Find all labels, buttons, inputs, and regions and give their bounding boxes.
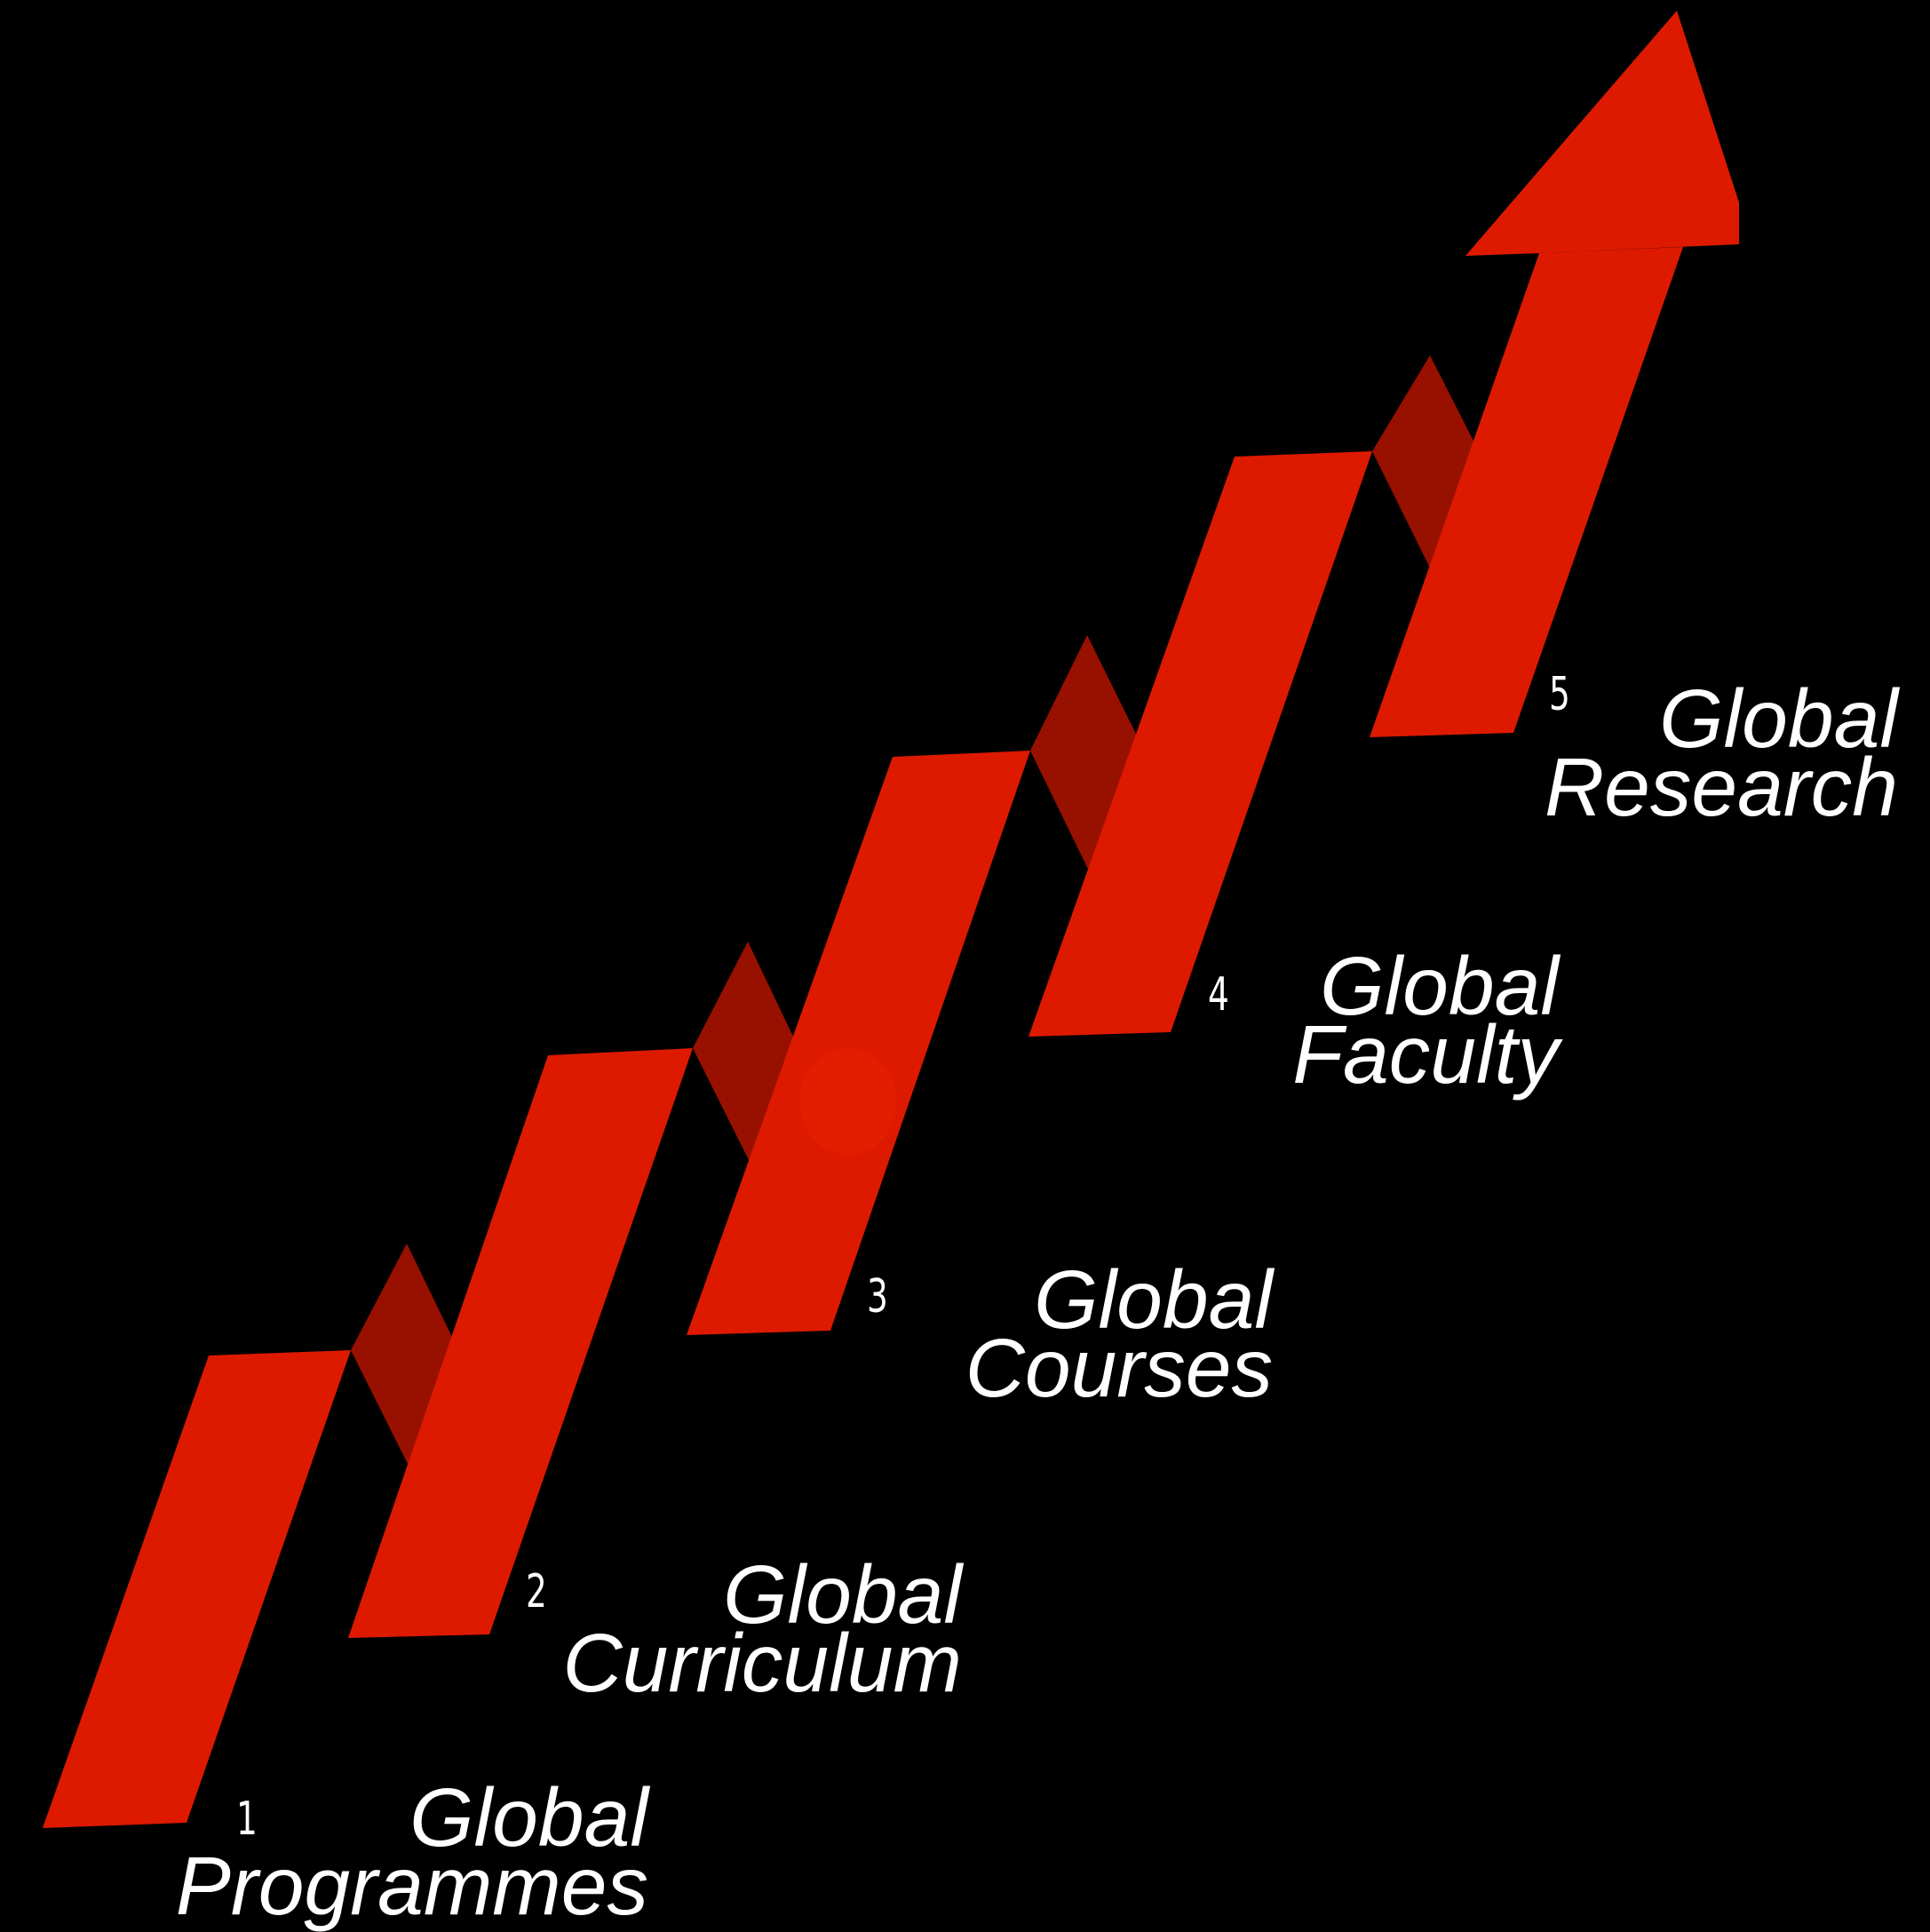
step-label-5-line2: Research bbox=[1544, 741, 1898, 833]
arrow-face-1 bbox=[43, 1350, 351, 1828]
step-label-4-line1: Global bbox=[1320, 940, 1559, 1032]
step-number-4: 4 bbox=[1208, 968, 1229, 1022]
arrow-face-2 bbox=[348, 1048, 693, 1638]
arrow-face-3 bbox=[687, 751, 1030, 1335]
step-label-5-line1: Global bbox=[1659, 672, 1898, 765]
step-label-1: Global Programmes bbox=[175, 1771, 648, 1932]
step-number-2: 2 bbox=[526, 1565, 547, 1618]
step-label-3-line1: Global bbox=[1034, 1253, 1273, 1346]
step-label-1-line2: Programmes bbox=[175, 1840, 648, 1932]
step-label-5: Global Research bbox=[1544, 672, 1898, 833]
arrow-face-4 bbox=[1029, 451, 1372, 1037]
step-label-3-line2: Courses bbox=[965, 1322, 1273, 1414]
step-number-3: 3 bbox=[867, 1270, 888, 1324]
arrow-face-5 bbox=[1370, 247, 1683, 737]
step-number-1: 1 bbox=[236, 1793, 258, 1846]
step-label-1-line1: Global bbox=[409, 1771, 648, 1864]
step-label-4-line2: Faculty bbox=[1292, 1008, 1559, 1101]
step-label-2-line1: Global bbox=[723, 1548, 962, 1641]
step-label-2: Global Curriculum bbox=[562, 1548, 962, 1709]
arrow-head bbox=[1465, 11, 1739, 256]
step-number-5: 5 bbox=[1549, 668, 1570, 721]
step-label-4: Global Faculty bbox=[1292, 940, 1559, 1101]
arrow-highlight bbox=[799, 1048, 897, 1155]
step-label-3: Global Courses bbox=[965, 1253, 1273, 1414]
step-label-2-line2: Curriculum bbox=[562, 1617, 962, 1709]
